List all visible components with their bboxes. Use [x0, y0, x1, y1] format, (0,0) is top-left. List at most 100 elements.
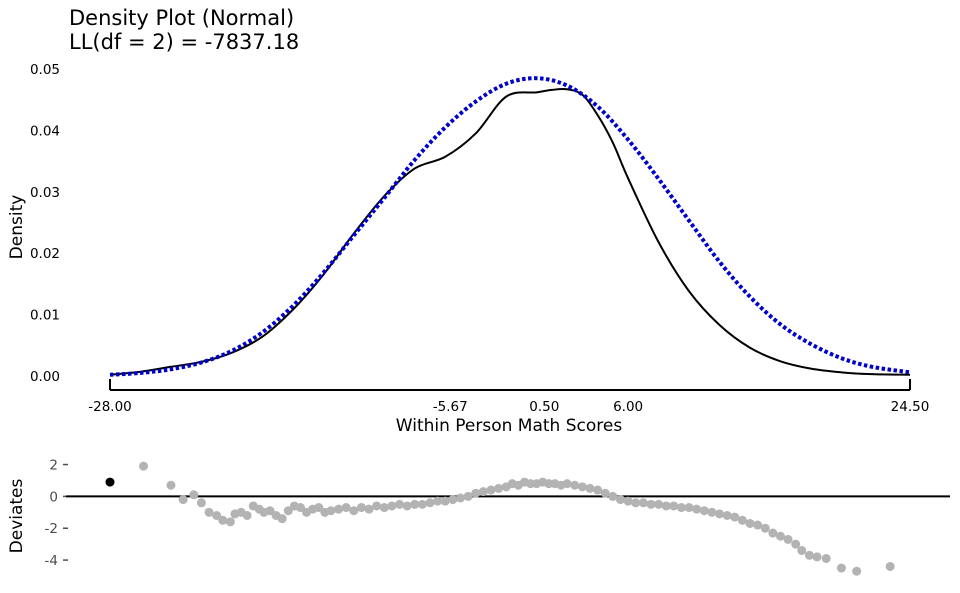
deviate-point — [341, 503, 351, 513]
deviate-point — [372, 501, 382, 511]
deviate-point — [218, 515, 228, 525]
density-y-tick-labels: 0.00 0.01 0.02 0.03 0.04 0.05 — [30, 62, 60, 385]
deviate-point — [379, 503, 389, 513]
deviate-point — [242, 511, 252, 520]
density-x-axis — [109, 379, 911, 391]
deviate-point — [326, 506, 336, 516]
deviate-point — [295, 503, 305, 513]
deviate-point — [433, 496, 443, 506]
density-y-tick-label: 0.05 — [30, 62, 60, 78]
density-y-tick-label: 0.03 — [30, 185, 60, 201]
deviates-points — [66, 461, 950, 576]
density-x-tick-labels: -28.00 -5.67 0.50 6.00 24.50 — [88, 399, 929, 415]
chart-title: Density Plot (Normal) — [69, 6, 294, 30]
deviate-point — [212, 511, 222, 520]
deviates-y-tick-label: -4 — [45, 553, 58, 569]
x-axis-title: Within Person Math Scores — [396, 416, 623, 436]
deviate-point — [570, 480, 580, 490]
deviate-point — [804, 550, 814, 560]
deviates-axis-title: Deviates — [7, 478, 27, 553]
empirical-density-curve — [109, 87, 911, 376]
deviate-point — [791, 539, 801, 549]
deviate-point — [486, 485, 496, 495]
chart-subtitle: LL(df = 2) = -7837.18 — [69, 30, 299, 54]
deviate-point — [277, 514, 287, 524]
deviate-point — [615, 495, 625, 505]
deviate-point — [797, 546, 807, 556]
normal-density-curve — [109, 76, 911, 377]
deviate-point — [760, 523, 770, 533]
deviate-point — [585, 483, 595, 493]
deviate-point — [722, 511, 732, 520]
deviate-point — [349, 506, 359, 516]
deviate-point — [631, 498, 641, 508]
deviate-point — [448, 495, 458, 505]
deviate-point — [440, 496, 450, 506]
deviate-point — [745, 518, 755, 528]
density-y-tick-label: 0.04 — [30, 123, 60, 139]
deviate-point — [283, 506, 293, 516]
deviate-point — [455, 493, 465, 503]
deviate-point — [577, 482, 587, 492]
deviate-point — [478, 487, 488, 497]
deviate-point — [425, 498, 435, 508]
deviate-point — [852, 566, 862, 576]
density-x-tick-label: 24.50 — [891, 399, 930, 415]
deviates-plot-panel: 2 0 -2 -4 — [45, 458, 950, 576]
deviate-point — [669, 501, 679, 511]
deviate-point — [753, 520, 763, 530]
deviate-point — [196, 498, 206, 508]
deviate-point — [471, 488, 481, 498]
deviate-point — [646, 499, 656, 509]
deviate-point — [821, 553, 831, 563]
y-axis-title: Density — [7, 195, 27, 260]
deviate-point — [775, 531, 785, 541]
deviate-point — [562, 479, 572, 489]
density-plot-panel: 0.00 0.01 0.02 0.03 0.04 0.05 -28.00 -5.67 0.50… — [30, 62, 929, 415]
deviate-point — [654, 499, 664, 509]
deviate-point — [737, 515, 747, 525]
deviate-point — [410, 499, 420, 509]
deviate-point — [593, 485, 603, 495]
density-x-tick-label: 0.50 — [529, 399, 559, 415]
deviate-point — [178, 495, 188, 505]
deviate-point — [661, 501, 671, 511]
deviate-point — [265, 506, 275, 516]
deviate-point — [783, 534, 793, 544]
deviate-point — [885, 561, 895, 571]
deviate-point — [623, 496, 633, 506]
density-y-tick-label: 0.00 — [30, 369, 60, 385]
density-x-tick-label: -28.00 — [88, 399, 132, 415]
deviate-point — [225, 517, 235, 527]
deviate-point — [676, 503, 686, 513]
deviate-point — [417, 499, 427, 509]
deviate-point — [204, 507, 214, 517]
deviate-highlight-point — [105, 477, 115, 487]
deviate-point — [463, 491, 473, 501]
deviate-point — [139, 461, 149, 471]
deviate-point — [730, 512, 740, 522]
density-y-tick-label: 0.02 — [30, 246, 60, 262]
deviates-y-tick-label: -2 — [45, 521, 58, 537]
deviate-point — [334, 504, 344, 514]
deviate-point — [364, 504, 374, 514]
density-curves — [109, 76, 911, 377]
density-y-tick-label: 0.01 — [30, 308, 60, 324]
deviate-point — [638, 498, 648, 508]
deviate-point — [836, 563, 846, 573]
deviates-y-tick-label: 0 — [49, 489, 58, 505]
deviate-point — [402, 501, 412, 511]
deviates-y-tick-labels: 2 0 -2 -4 — [45, 458, 68, 569]
deviate-point — [356, 503, 366, 513]
deviate-point — [684, 503, 694, 513]
deviate-point — [699, 506, 709, 516]
deviate-point — [768, 528, 778, 538]
deviate-point — [692, 504, 702, 514]
deviate-point — [494, 483, 504, 493]
deviate-point — [600, 488, 610, 498]
deviate-point — [395, 499, 405, 509]
density-x-tick-label: 6.00 — [613, 399, 643, 415]
deviate-point — [608, 491, 618, 501]
deviate-point — [812, 552, 822, 562]
